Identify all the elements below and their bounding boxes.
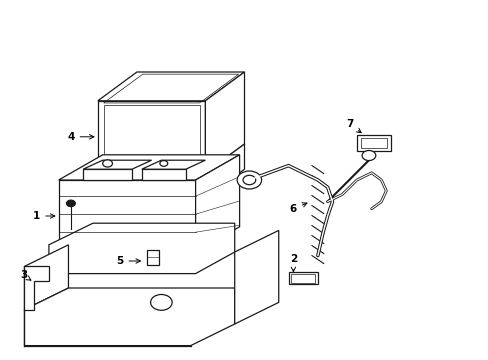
Circle shape bbox=[102, 160, 112, 167]
Polygon shape bbox=[205, 144, 244, 198]
Circle shape bbox=[150, 294, 172, 310]
Text: 4: 4 bbox=[67, 132, 94, 142]
Text: 7: 7 bbox=[345, 119, 361, 133]
Text: 6: 6 bbox=[289, 203, 306, 214]
Polygon shape bbox=[83, 169, 132, 180]
Circle shape bbox=[237, 171, 261, 189]
Polygon shape bbox=[24, 245, 68, 310]
Polygon shape bbox=[142, 169, 185, 180]
Polygon shape bbox=[288, 272, 317, 284]
Polygon shape bbox=[98, 72, 244, 101]
Text: 5: 5 bbox=[116, 256, 140, 266]
Polygon shape bbox=[356, 135, 390, 151]
Polygon shape bbox=[234, 230, 278, 324]
Polygon shape bbox=[156, 173, 205, 198]
Polygon shape bbox=[146, 250, 159, 265]
Polygon shape bbox=[205, 72, 244, 173]
Circle shape bbox=[361, 150, 375, 161]
Polygon shape bbox=[195, 155, 239, 252]
Polygon shape bbox=[98, 101, 205, 173]
Text: 1: 1 bbox=[33, 211, 55, 221]
Polygon shape bbox=[59, 180, 195, 252]
Circle shape bbox=[243, 175, 255, 185]
Polygon shape bbox=[24, 288, 234, 346]
Polygon shape bbox=[142, 160, 205, 169]
Polygon shape bbox=[49, 223, 234, 274]
Circle shape bbox=[66, 200, 75, 207]
Text: 2: 2 bbox=[289, 254, 296, 271]
Polygon shape bbox=[24, 266, 49, 310]
Circle shape bbox=[160, 161, 167, 166]
Text: 3: 3 bbox=[20, 270, 31, 280]
Polygon shape bbox=[59, 155, 239, 180]
Polygon shape bbox=[83, 160, 151, 169]
